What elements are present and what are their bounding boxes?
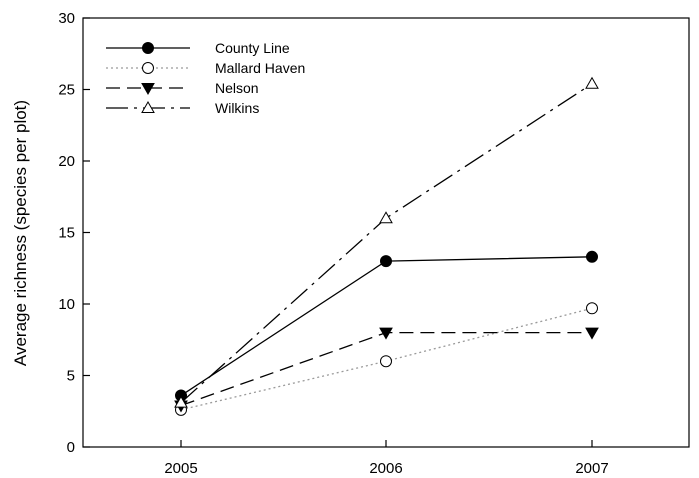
data-point-mallard-haven (380, 355, 392, 368)
legend-marker-wilkins (141, 100, 155, 113)
data-point-county-line (380, 255, 392, 268)
y-tick-label: 15 (58, 225, 75, 242)
y-tick-label: 0 (67, 439, 75, 456)
data-point-wilkins (379, 211, 393, 224)
y-tick-label: 30 (58, 10, 75, 27)
y-axis-label: Average richness (species per plot) (11, 100, 30, 366)
legend-marker-county-line (142, 42, 154, 54)
axes: 0 5 10 15 20 25 30 2005 2006 2007 (58, 10, 690, 477)
series-markers (174, 76, 599, 416)
legend-marker-nelson (141, 83, 155, 96)
series-line-nelson (180, 331, 592, 407)
x-tick-label: 2007 (575, 460, 608, 477)
legend-marker-mallard-haven (142, 62, 154, 74)
data-point-wilkins (174, 395, 188, 408)
data-point-nelson (585, 327, 599, 340)
legend-label-mallard-haven: Mallard Haven (215, 60, 305, 76)
data-point-mallard-haven (586, 302, 598, 315)
y-tick-label: 25 (58, 82, 75, 99)
plot-frame (82, 17, 690, 448)
data-point-county-line (586, 250, 598, 263)
y-tick-label: 20 (58, 153, 75, 170)
x-tick-label: 2006 (369, 460, 402, 477)
legend-label-county-line: County Line (215, 40, 290, 56)
series-line-county-line (180, 256, 593, 397)
data-point-nelson (379, 327, 393, 340)
y-tick-label: 10 (58, 296, 75, 313)
legend: County Line Mallard Haven Nelson Wilkins (106, 40, 305, 116)
y-tick-label: 5 (67, 368, 75, 385)
legend-label-wilkins: Wilkins (215, 100, 259, 116)
legend-label-nelson: Nelson (215, 80, 259, 96)
data-point-wilkins (585, 76, 599, 89)
x-tick-label: 2005 (164, 460, 197, 477)
